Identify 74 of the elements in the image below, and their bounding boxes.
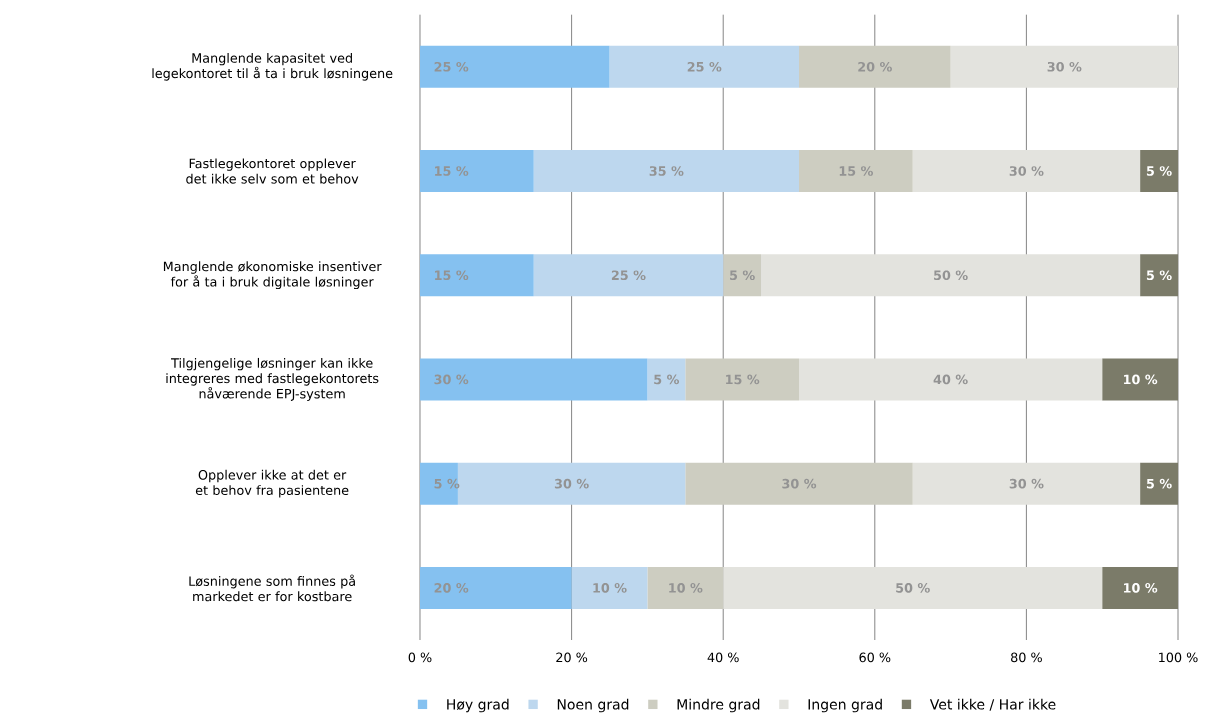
data-label: 30 % (1047, 61, 1082, 72)
bar (685, 358, 799, 401)
data-label: 20 % (858, 61, 892, 72)
data-label: 30 % (1009, 166, 1044, 176)
y-tick-label: Tilgjengelige løsninger kan ikke integreres med fastlegekontorets nåværende EPJ-system (166, 357, 379, 401)
bar (723, 566, 1103, 609)
x-tick-label: 100 % (1159, 652, 1198, 663)
bar (420, 566, 572, 609)
bar (420, 150, 534, 193)
data-label: 50 % (934, 270, 968, 281)
bar (609, 45, 799, 88)
bar (1140, 150, 1178, 193)
data-label: 30 % (434, 374, 469, 385)
data-label: 10 % (1124, 583, 1158, 593)
bar (799, 358, 1103, 401)
y-tick-label: Opplever ikke at det er et behov fra pasientene (195, 469, 349, 498)
data-label: 50 % (896, 583, 930, 593)
data-label: 5 % (654, 374, 680, 385)
data-label: 30 % (554, 478, 589, 489)
data-label: 40 % (933, 374, 968, 385)
bar (685, 462, 913, 505)
data-label: 10 % (669, 583, 703, 593)
x-tick-label: 80 % (1011, 652, 1042, 663)
data-label: 5 % (730, 270, 755, 281)
data-label: 35 % (649, 166, 684, 176)
legend-label: Noen grad (557, 698, 629, 713)
data-label: 5 % (1146, 166, 1172, 176)
data-label: 15 % (435, 166, 469, 176)
legend-label: Høy grad (447, 698, 509, 713)
data-label: 5 % (434, 478, 460, 489)
legend-label: Vet ikke / Har ikke (929, 698, 1056, 711)
bar (420, 358, 648, 401)
bar (647, 358, 686, 401)
x-tick-label: 20 % (556, 652, 588, 663)
data-label: 10 % (1124, 374, 1158, 385)
bar (533, 150, 799, 193)
data-label: 15 % (435, 270, 469, 281)
legend-label: Ingen grad (808, 698, 882, 713)
y-tick-label: Fastlegekontoret opplever det ikke selv som et behov (186, 158, 359, 184)
data-label: 15 % (839, 166, 873, 176)
data-label: 30 % (1009, 478, 1044, 489)
x-tick-label: 0 % (408, 652, 432, 663)
bar (571, 566, 648, 609)
bar (761, 254, 1141, 297)
y-tick-label: Løsningene som finnes på markedet er for kostbare (189, 574, 355, 602)
bar (647, 566, 724, 609)
data-label: 5 % (1146, 478, 1172, 489)
bar (1140, 254, 1178, 297)
bar (420, 462, 458, 505)
bar (533, 254, 724, 297)
bar (723, 254, 762, 297)
data-label: 25 % (611, 270, 646, 281)
legend-label: Mindre grad (677, 698, 760, 713)
bar (1102, 566, 1178, 609)
bar (912, 462, 1141, 505)
bar (799, 45, 951, 88)
bar (950, 45, 1178, 88)
data-label: 25 % (434, 61, 469, 72)
data-label: 10 % (593, 583, 627, 593)
data-label: 20 % (434, 583, 469, 593)
x-tick-label: 60 % (859, 652, 891, 663)
bar (799, 150, 913, 193)
y-tick-label: Manglende kapasitet ved legekontoret til å ta i bruk løsningene (152, 52, 393, 81)
y-tick-label: Manglende økonomiske insentiver for å ta i bruk digitale løsninger (163, 261, 382, 290)
data-label: 30 % (782, 478, 817, 489)
x-tick-label: 40 % (707, 652, 739, 663)
bar (912, 150, 1141, 193)
bar (420, 45, 610, 88)
data-label: 25 % (687, 61, 722, 72)
data-label: 15 % (726, 374, 760, 385)
bar (1102, 358, 1178, 401)
bar (1140, 462, 1178, 505)
bar (420, 254, 534, 297)
data-label: 5 % (1146, 270, 1172, 281)
